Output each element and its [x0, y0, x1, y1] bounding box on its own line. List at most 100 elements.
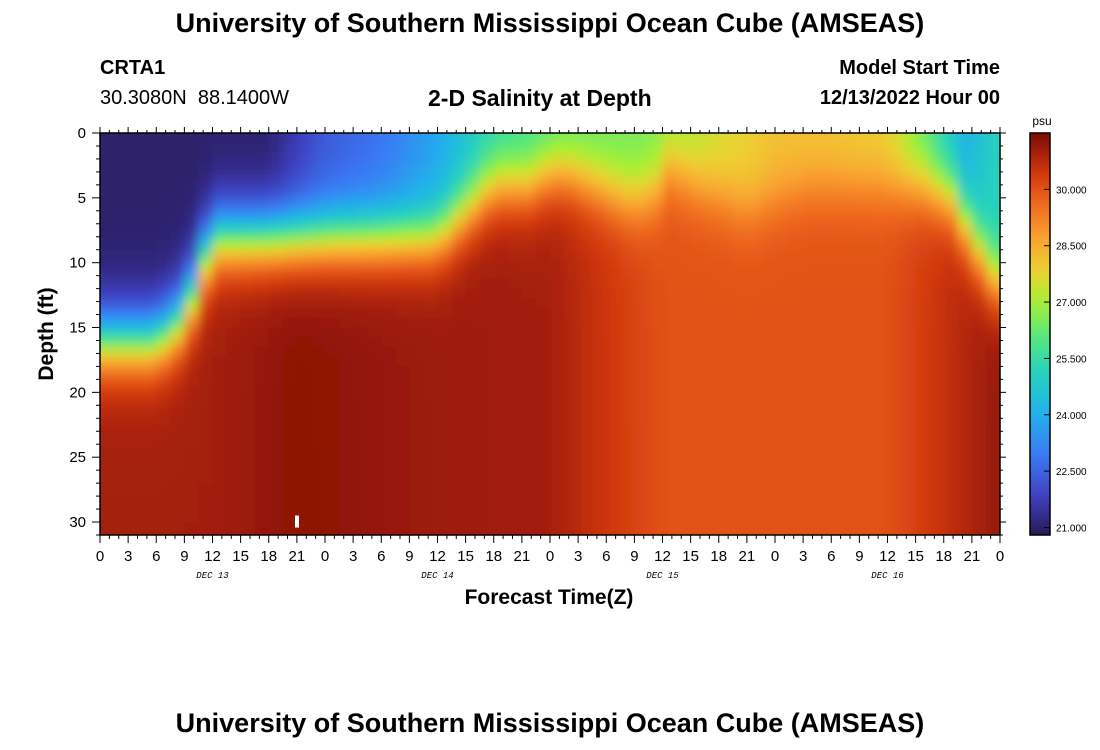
heatmap-cell — [817, 191, 832, 202]
heatmap-cell — [620, 376, 635, 387]
heatmap-cell — [409, 346, 425, 358]
heatmap-cell — [156, 133, 171, 144]
heatmap-cell — [170, 346, 185, 358]
heatmap-cell — [212, 337, 228, 348]
heatmap-cell — [915, 269, 931, 280]
heatmap-cell — [859, 133, 875, 134]
heatmap-cell — [451, 220, 467, 231]
heatmap-cell — [535, 376, 551, 387]
heatmap-cell — [718, 444, 734, 455]
heatmap-cell — [578, 531, 593, 535]
heatmap-cell — [662, 239, 678, 251]
heatmap-cell — [367, 415, 382, 426]
heatmap-cell — [142, 298, 157, 309]
heatmap-cell — [803, 288, 818, 299]
heatmap-cell — [226, 288, 242, 299]
heatmap-cell — [310, 531, 326, 535]
heatmap-cell — [437, 483, 453, 494]
heatmap-cell — [718, 278, 734, 290]
heatmap-cell — [831, 531, 846, 535]
heatmap-cell — [535, 171, 551, 183]
heatmap-cell — [817, 512, 832, 523]
heatmap-cell — [100, 181, 115, 192]
heatmap-cell — [226, 171, 242, 183]
heatmap-cell — [409, 405, 425, 416]
heatmap-cell — [423, 269, 439, 280]
heatmap-cell — [184, 376, 200, 387]
heatmap-cell — [198, 308, 214, 319]
heatmap-cell — [564, 230, 579, 241]
heatmap-cell — [817, 415, 832, 426]
heatmap-cell — [282, 317, 298, 329]
heatmap-cell — [254, 463, 270, 475]
heatmap-cell — [114, 376, 129, 387]
heatmap-cell — [156, 366, 171, 377]
heatmap-cell — [114, 269, 129, 280]
heatmap-cell — [760, 376, 776, 387]
heatmap-cell — [873, 152, 889, 163]
heatmap-cell — [479, 346, 495, 358]
heatmap-cell — [437, 191, 453, 202]
heatmap-cell — [620, 239, 635, 251]
heatmap-cell — [184, 346, 200, 358]
heatmap-cell — [268, 239, 284, 251]
heatmap-cell — [943, 337, 959, 348]
heatmap-cell — [226, 298, 242, 309]
heatmap-cell — [550, 346, 565, 358]
heatmap-cell — [325, 434, 340, 445]
heatmap-cell — [198, 269, 214, 280]
heatmap-cell — [353, 522, 368, 533]
heatmap-cell — [339, 239, 354, 251]
heatmap-cell — [240, 308, 256, 319]
heatmap-cell — [550, 483, 565, 494]
heatmap-cell — [1014, 123, 1029, 133]
heatmap-cell — [170, 114, 185, 124]
heatmap-cell — [746, 405, 762, 416]
heatmap-cell — [803, 405, 818, 416]
heatmap-cell — [620, 405, 635, 416]
heatmap-cell — [817, 366, 832, 377]
heatmap-cell — [437, 259, 453, 270]
heatmap-cell — [887, 327, 903, 338]
heatmap-cell — [184, 522, 200, 533]
heatmap-cell — [718, 249, 734, 261]
heatmap-cell — [339, 133, 354, 134]
heatmap-cell — [662, 249, 678, 261]
heatmap-cell — [72, 551, 87, 561]
heatmap-cell — [971, 522, 987, 533]
heatmap-cell — [578, 463, 593, 475]
heatmap-cell — [367, 230, 382, 241]
heatmap-cell — [212, 453, 228, 465]
heatmap-cell — [929, 133, 945, 134]
heatmap-cell — [634, 434, 650, 445]
heatmap-cell — [437, 162, 453, 173]
heatmap-cell — [170, 473, 185, 484]
heatmap-cell — [704, 152, 720, 163]
heatmap-cell — [746, 473, 762, 484]
heatmap-cell — [550, 502, 565, 513]
heatmap-cell — [493, 483, 509, 494]
heatmap-cell — [268, 278, 284, 290]
heatmap-cell — [831, 444, 846, 455]
heatmap-cell — [452, 114, 467, 124]
heatmap-cell — [578, 210, 593, 222]
heatmap-cell — [339, 201, 354, 212]
heatmap-cell — [859, 288, 875, 299]
heatmap-cell — [915, 327, 931, 338]
heatmap-cell — [465, 201, 481, 212]
heatmap-cell — [648, 473, 664, 484]
heatmap-cell — [578, 424, 593, 436]
heatmap-cell — [339, 220, 354, 231]
heatmap-cell — [957, 376, 973, 387]
heatmap-cell — [184, 162, 200, 173]
heatmap-cell — [985, 230, 1000, 241]
heatmap-cell — [535, 133, 551, 134]
heatmap-cell — [775, 308, 790, 319]
heatmap-cell — [296, 317, 312, 329]
heatmap-cell — [916, 114, 931, 124]
heatmap-cell — [817, 181, 832, 192]
heatmap-cell — [156, 444, 171, 455]
heatmap-cell — [971, 230, 987, 241]
heatmap-cell — [634, 191, 650, 202]
heatmap-cell — [817, 424, 832, 436]
